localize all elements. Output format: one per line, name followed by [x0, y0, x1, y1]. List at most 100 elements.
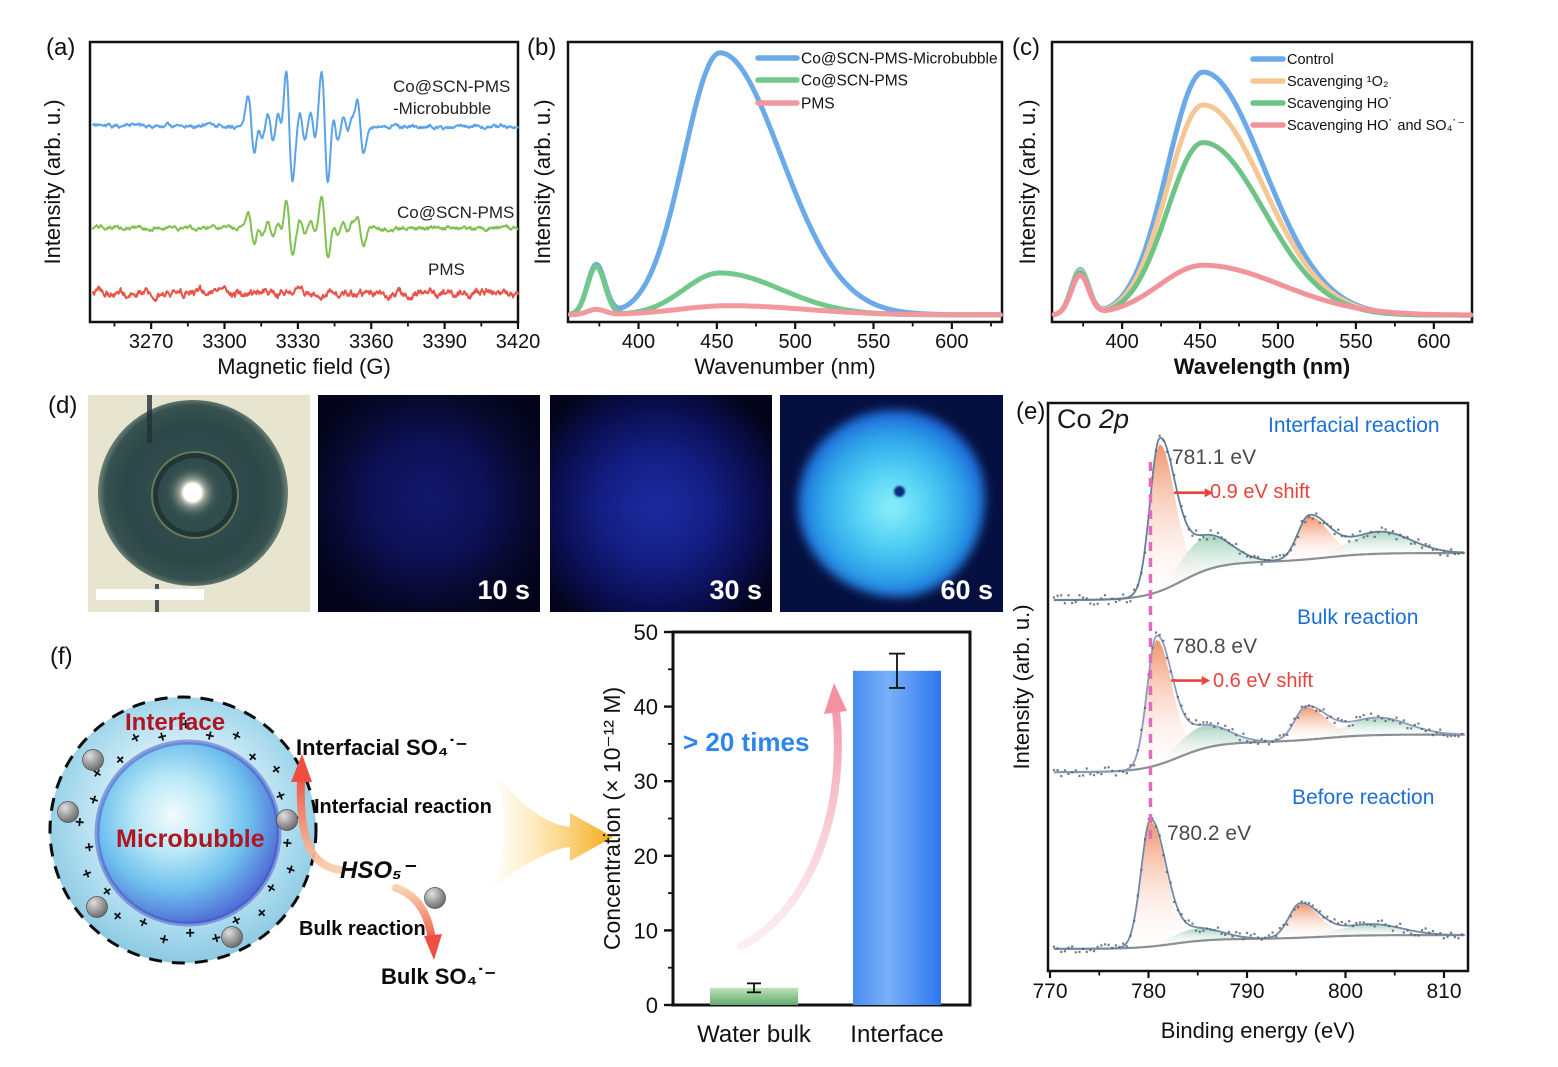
time-label-10s: 10 s — [477, 575, 530, 605]
fluor-curve-2 — [567, 303, 1003, 318]
x-tick-label: 600 — [935, 331, 968, 353]
xps-peak-ev-before: 780.2 eV — [1167, 822, 1252, 845]
schematic-bulk-so4-label: Bulk SO₄˙⁻ — [381, 964, 496, 989]
x-axis-title: Magnetic field (G) — [217, 354, 391, 379]
xps-fill-gO-1 — [1120, 639, 1204, 771]
charge-plus-mark: + — [203, 727, 216, 746]
x-tick-label: 550 — [857, 331, 890, 353]
legend-label-0: Control — [1287, 52, 1334, 68]
x-tick-label: 3270 — [129, 331, 174, 353]
xps-title: Co 2p — [1057, 404, 1129, 435]
x-tick-label: 400 — [1105, 331, 1138, 353]
charge-plus-mark: + — [209, 928, 222, 947]
legend-label-2: Scavenging HO˙ — [1287, 96, 1393, 112]
capillary-line-top — [147, 395, 152, 443]
xps-peak-ev-bulk: 780.8 eV — [1173, 635, 1258, 658]
charge-plus-mark: + — [181, 716, 191, 733]
x-tick-label: 800 — [1328, 980, 1363, 1003]
scale-bar — [96, 589, 204, 600]
x-axis-title: Binding energy (eV) — [1161, 1018, 1355, 1043]
plot-frame — [566, 40, 1004, 324]
bubble-core-dot — [893, 486, 905, 498]
y-tick-label: 50 — [634, 620, 658, 645]
epr-series-label-line2: -Microbubble — [393, 99, 492, 118]
x-tick-label: 450 — [700, 331, 733, 353]
x-tick-label: 600 — [1417, 331, 1450, 353]
y-tick-label: 40 — [634, 695, 658, 720]
charge-plus-mark: + — [278, 837, 296, 848]
bar-category-label-0: Water bulk — [697, 1021, 812, 1048]
plot-frame — [1046, 401, 1470, 973]
charge-plus-mark: + — [81, 841, 99, 853]
y-tick-label: 10 — [634, 918, 658, 943]
microbubble-sphere — [97, 742, 279, 924]
schematic-interfacial-reaction-label: Interfacial reaction — [314, 796, 492, 818]
legend-label-1: Co@SCN-PMS — [801, 73, 908, 90]
x-tick-label: 3390 — [422, 331, 467, 353]
y-axis-title: Intensity (arb. u.) — [40, 99, 65, 264]
xps-fill-gO-1 — [1268, 707, 1358, 742]
x-tick-label: 400 — [622, 331, 655, 353]
x-tick-label: 3360 — [349, 331, 394, 353]
xps-label-before: Before reaction — [1292, 786, 1435, 809]
y-tick-label: 0 — [646, 993, 658, 1018]
bar-category-label-1: Interface — [850, 1021, 943, 1048]
concentration-bar-chart: 0 10 20 30 40 50 Water bulk Interface Concentrat… — [599, 620, 972, 1048]
plot-frame — [88, 40, 520, 324]
y-axis-title: Intensity (arb. u.) — [530, 99, 555, 264]
xps-fill-gO-0 — [1123, 444, 1207, 599]
shift-arrow-head-0 — [1204, 488, 1214, 498]
xps-chart: 770 780 790 800 810 Binding energy (eV) Intens… — [1009, 401, 1470, 1043]
epr-series-label-line1: Co@SCN-PMS — [393, 77, 511, 96]
fluorescence-chart-c: 400 450 500 550 600 Wavelength (nm) Intensity … — [1015, 40, 1474, 379]
charge-plus-mark: + — [158, 929, 171, 948]
y-axis-title: Intensity (arb. u.) — [1009, 604, 1034, 769]
legend-label-2: PMS — [801, 96, 835, 113]
legend-label-1: Scavenging ¹O₂ — [1287, 74, 1389, 90]
time-label-60s: 60 s — [940, 575, 993, 605]
y-tick-label: 30 — [634, 769, 658, 794]
epr-trace-0 — [91, 70, 519, 184]
x-tick-label: 780 — [1131, 980, 1166, 1003]
y-axis-title: Intensity (arb. u.) — [1015, 99, 1040, 264]
x-tick-label: 3300 — [202, 331, 247, 353]
xps-shift-bulk: 0.6 eV shift — [1213, 670, 1314, 692]
x-tick-label: 3330 — [276, 331, 321, 353]
schematic-hso5-label: HSO₅⁻ — [340, 857, 415, 884]
plot-frame — [1050, 40, 1474, 324]
schematic-microbubble-label: Microbubble — [116, 825, 265, 853]
panel-a-label: (a) — [46, 34, 76, 61]
microbubble-rim — [94, 739, 282, 927]
panel-d-label: (d) — [48, 392, 78, 419]
highlight-arrow — [488, 763, 613, 891]
legend-label-3: Scavenging HO˙ and SO₄˙⁻ — [1287, 118, 1465, 134]
xps-envelope-1 — [1053, 634, 1465, 774]
catalyst-particle — [86, 896, 108, 918]
xps-shift-interfacial: 0.9 eV shift — [1210, 481, 1311, 503]
xps-peak-ev-interfacial: 781.1 eV — [1172, 446, 1257, 469]
catalyst-particle — [57, 801, 79, 823]
microbubble-schematic: ++++++++++++++++++++++++++ — [48, 695, 613, 965]
panel-c-label: (c) — [1012, 34, 1040, 61]
catalyst-particle — [276, 809, 298, 831]
xps-envelope-0 — [1053, 436, 1465, 601]
fluorescence-blob — [797, 410, 986, 597]
charge-plus-mark: + — [156, 728, 169, 747]
x-tick-label: 500 — [778, 331, 811, 353]
x-tick-label: 500 — [1261, 331, 1294, 353]
x-tick-label: 550 — [1339, 331, 1372, 353]
xps-title-prefix: Co — [1057, 404, 1100, 434]
interfacial-arrow-head — [291, 754, 312, 782]
charge-plus-mark: + — [185, 923, 195, 940]
x-tick-label: 3420 — [496, 331, 541, 353]
panel-f-label: (f) — [50, 643, 73, 670]
growth-arrow-head — [824, 683, 847, 714]
xps-baseline-2 — [1053, 934, 1465, 950]
schematic-bulk-reaction-label: Bulk reaction — [299, 918, 426, 940]
microbubble-inner-ring — [151, 451, 239, 539]
epr-chart: 3270 3300 3330 3360 3390 3420 Magnetic field (… — [40, 40, 541, 379]
xps-fill-gO-2 — [1262, 904, 1352, 939]
light-spot — [183, 483, 202, 502]
y-tick-label: 20 — [634, 844, 658, 869]
x-tick-label: 450 — [1183, 331, 1216, 353]
